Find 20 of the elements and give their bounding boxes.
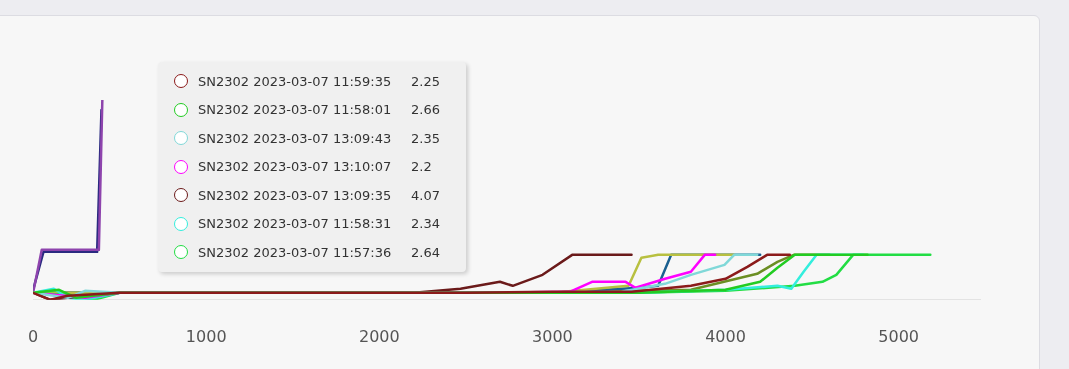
legend-label: SN2302 2023-03-07 11:58:31 (198, 216, 393, 232)
legend-label: SN2302 2023-03-07 11:58:01 (198, 102, 393, 118)
text: 2.25 (411, 73, 440, 89)
legend-label: SN2302 2023-03-07 13:10:07 (198, 159, 393, 175)
x-tick-label: 0 (28, 326, 39, 346)
legend-label: SN2302 2023-03-07 13:09:43 (198, 130, 393, 146)
annotation: 2.2 (411, 159, 432, 175)
annotation: 2.34 (411, 216, 440, 232)
x-tick-label: 4000 (705, 326, 746, 346)
x-tick-label: 2000 (358, 326, 400, 346)
annotation: 4.07 (411, 187, 440, 203)
x-tick-label: 1000 (185, 326, 227, 346)
legend-label: SN2302 2023-03-07 13:09:35 (198, 187, 393, 203)
legend-label: SN2302 2023-03-07 11:57:36 (198, 244, 393, 260)
legend-label: SN2302 2023-03-07 11:59:35 (198, 73, 393, 89)
x-tick-label: 5000 (878, 326, 919, 346)
x-tick-label: 3000 (532, 326, 573, 346)
annotation: 2.64 (411, 244, 440, 260)
annotation: 2.35 (411, 130, 440, 146)
annotation: 2.66 (411, 102, 440, 118)
